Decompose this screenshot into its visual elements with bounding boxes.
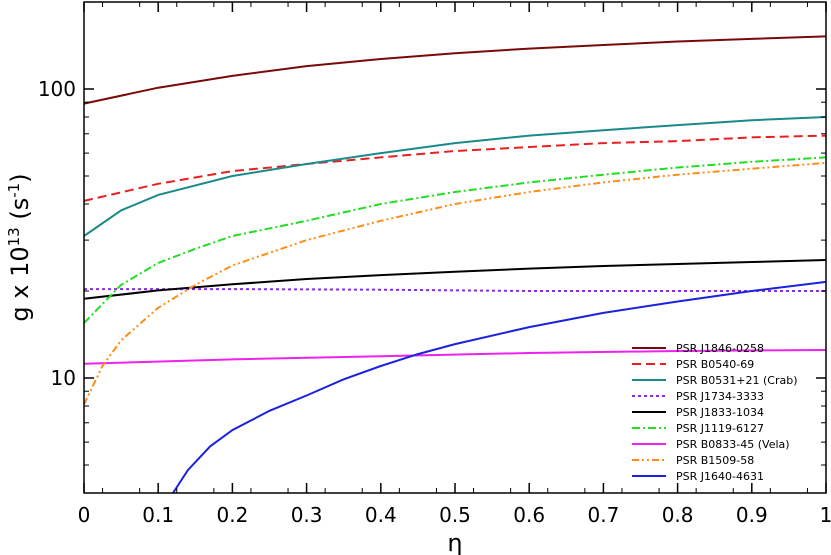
legend: PSR J1846-0258 PSR B0540-69 PSR B0531+21 (…	[632, 342, 798, 483]
y-axis-title: g x 1013 (s-1)	[5, 173, 34, 321]
x-axis-label: η	[447, 529, 462, 555]
legend-label-8: PSR B1509-58	[676, 454, 754, 467]
series-line-8	[83, 161, 827, 405]
series-line-6	[83, 156, 827, 324]
x-axis-title: η	[447, 529, 462, 555]
x-tick-label: 0.6	[513, 503, 545, 527]
x-tick-label: 0.4	[365, 503, 397, 527]
y-axis-title-part-1: g x 10	[6, 246, 34, 321]
series-lines	[83, 35, 827, 494]
legend-label-7: PSR B0833-45 (Vela)	[676, 438, 790, 451]
x-tick-label: 0.8	[662, 503, 694, 527]
plot-frame	[83, 1, 827, 494]
legend-label-3: PSR B0531+21 (Crab)	[676, 374, 798, 387]
y-axis-title-part-4: -1	[5, 183, 23, 198]
series-line-1	[83, 35, 827, 105]
y-axis-title-part-2: 13	[5, 227, 23, 246]
legend-label-1: PSR J1846-0258	[676, 342, 764, 355]
y-axis-title-part-3: (s	[6, 198, 34, 228]
series-line-3	[83, 116, 827, 237]
y-tick-label: 10	[51, 366, 76, 390]
legend-label-4: PSR J1734-3333	[676, 390, 764, 403]
x-tick-label: 0.1	[142, 503, 174, 527]
x-tick-label: 0.2	[216, 503, 248, 527]
series-line-9	[172, 280, 827, 494]
legend-label-5: PSR J1833-1034	[676, 406, 764, 419]
legend-label-9: PSR J1640-4631	[676, 470, 764, 483]
series-line-5	[83, 259, 827, 300]
y-axis-label: g x 1013 (s-1)	[5, 173, 34, 321]
x-tick-label: 0.3	[291, 503, 323, 527]
legend-label-6: PSR J1119-6127	[676, 422, 764, 435]
x-tick-label: 0.9	[736, 503, 768, 527]
y-tick-label: 100	[38, 77, 76, 101]
axis-ticks: 0 0.1 0.2 0.3 0.4 0.5 0.6 0.7 0.8 0.9 1 10 100	[38, 1, 831, 527]
series-line-4	[84, 288, 826, 292]
x-tick-label: 0.7	[587, 503, 619, 527]
x-tick-label: 1	[820, 503, 831, 527]
series-line-7	[83, 349, 827, 365]
series-line-2	[83, 134, 827, 202]
y-axis-title-part-5: )	[6, 173, 34, 182]
legend-label-2: PSR B0540-69	[676, 358, 754, 371]
x-tick-label: 0	[78, 503, 91, 527]
x-tick-label: 0.5	[439, 503, 471, 527]
